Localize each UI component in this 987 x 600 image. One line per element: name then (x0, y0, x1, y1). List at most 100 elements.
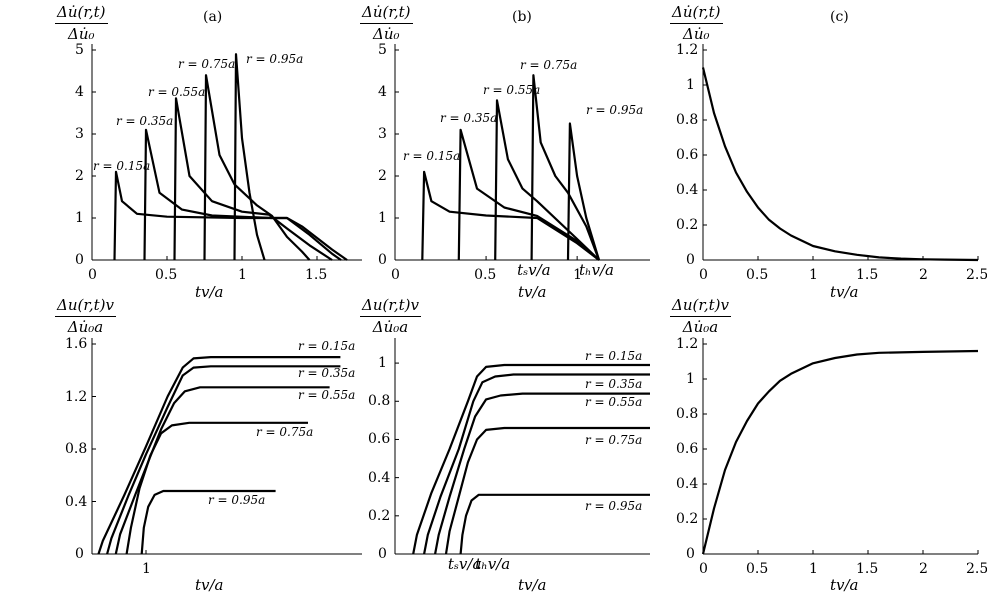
c_bottom-ytick-label: 0.4 (676, 476, 699, 492)
c_top-xtick-label: 1.5 (856, 267, 879, 283)
b_bottom-series-label: r = 0.35a (585, 377, 643, 391)
b_top-xlabel: tv/a (518, 283, 547, 301)
c_top-xtick-label: 2 (919, 267, 928, 283)
a_bottom-xlabel: tv/a (195, 576, 224, 594)
b_bottom-ytick-label: 0.8 (368, 393, 391, 410)
b_top-xtick-label: 1 (573, 267, 583, 283)
c_bottom-ylabel-num: Δu(r,t)v (670, 298, 731, 317)
b_bottom-ytick-label: 0 (378, 546, 387, 562)
a_top-series-label: r = 0.15a (93, 159, 151, 173)
c_bottom-ytick-label: 1.2 (676, 336, 699, 352)
a_bottom-series-0 (97, 356, 341, 555)
c_bottom-series-0 (701, 349, 979, 555)
a_top-ytick-label: 5 (75, 42, 84, 58)
b_bottom-series-label: r = 0.15a (585, 349, 643, 363)
a_top-xtick-label: 1 (238, 267, 247, 283)
b_top-series-label: r = 0.95a (586, 103, 644, 117)
b_bottom-ylabel-num: Δu(r,t)v (360, 298, 421, 317)
c_top-xtick-label: 0.5 (746, 267, 769, 283)
b_bottom-ytick-label: 0.4 (368, 469, 391, 486)
a_top-series-2 (173, 97, 333, 261)
b_top-ylabel: Δu̇(r,t) Δu̇₀ (360, 5, 413, 42)
b_bottom-series-0 (412, 363, 650, 555)
a_bottom-ytick-label: 0.4 (65, 493, 88, 510)
a_bottom-ytick-label: 1.2 (65, 388, 88, 405)
b_top-ytick-label: 5 (378, 42, 387, 58)
a_top-series-label: r = 0.55a (148, 85, 206, 99)
b_bottom-marker-label: tₛv/a (447, 555, 482, 573)
c_top-ytick-label: 0.4 (676, 182, 699, 198)
b_top-series-3 (530, 74, 601, 261)
c_bottom-ylabel-den: Δu̇₀a (682, 318, 719, 336)
b_top-series-0 (421, 170, 600, 261)
c_bottom-ytick-label: 0.6 (676, 441, 699, 457)
b_bottom-xlabel: tv/a (518, 576, 547, 594)
a_top-ylabel-num: Δu̇(r,t) (55, 5, 108, 24)
a_top-xtick-label: 0.5 (155, 267, 178, 283)
a_bottom-series-label: r = 0.15a (298, 339, 356, 353)
c_top-ytick-label: 0.8 (676, 112, 699, 128)
b_bottom-ytick-label: 0.2 (368, 507, 391, 524)
a_bottom-ylabel: Δu(r,t)v Δu̇₀a (55, 298, 116, 335)
c_bottom-ylabel: Δu(r,t)v Δu̇₀a (670, 298, 731, 335)
c_bottom-xtick-label: 1 (809, 561, 818, 577)
b_bottom-ytick-label: 0.6 (368, 431, 391, 448)
a_top-xtick-label: 0 (88, 267, 97, 283)
b_top-marker-label: tₕv/a (579, 261, 614, 279)
b_top-series-label: r = 0.75a (520, 58, 578, 72)
a_bottom-ytick-label: 1.6 (65, 336, 88, 352)
c_bottom-ytick-label: 0 (686, 546, 695, 562)
a_top-ylabel: Δu̇(r,t) Δu̇₀ (55, 5, 108, 42)
c_top-ytick-label: 0 (686, 252, 695, 268)
a_top-series-label: r = 0.35a (116, 114, 174, 128)
b_top-ytick-label: 2 (378, 168, 387, 184)
b_top-ytick-label: 3 (378, 126, 387, 142)
b_top-marker-label: tₛv/a (517, 261, 551, 279)
a_top-xlabel: tv/a (195, 283, 224, 301)
a_top-series-4 (233, 53, 266, 261)
a_top-panel-label: (a) (203, 9, 223, 25)
a_top-ylabel-den: Δu̇₀ (68, 25, 95, 43)
c_bottom-xlabel: tv/a (830, 576, 859, 594)
c_bottom-xtick-label: 2 (919, 561, 928, 577)
b_bottom-series-3 (444, 426, 650, 555)
b_top-series-2 (494, 99, 600, 261)
c_top-xlabel: tv/a (830, 283, 859, 301)
b_top-series-1 (457, 128, 600, 261)
b_bottom-series-label: r = 0.95a (585, 499, 643, 513)
b_bottom-series-label: r = 0.75a (585, 433, 643, 447)
b_bottom-ylabel: Δu(r,t)v Δu̇₀a (360, 298, 421, 335)
a_top-ytick-label: 2 (75, 168, 84, 184)
a_top-ytick-label: 4 (75, 84, 84, 100)
a_top-xtick-label: 1.5 (305, 267, 328, 283)
a_top-series-label: r = 0.75a (178, 57, 236, 71)
b_top-panel-label: (b) (512, 9, 532, 25)
b_top-xtick-label: 0 (391, 267, 400, 283)
c_top-ylabel-num: Δu̇(r,t) (670, 5, 723, 24)
b_top-ylabel-num: Δu̇(r,t) (360, 5, 413, 24)
a_top-series-3 (203, 74, 311, 261)
a_bottom-ytick-label: 0 (75, 546, 84, 562)
b_top-ytick-label: 0 (378, 252, 387, 268)
c_top-ytick-label: 0.2 (676, 217, 699, 233)
c_top-ylabel: Δu̇(r,t) Δu̇₀ (670, 5, 723, 42)
a_top-ytick-label: 3 (75, 126, 84, 142)
a_bottom-series-label: r = 0.35a (298, 366, 356, 380)
a_bottom-series-4 (140, 489, 276, 555)
b_top-series-label: r = 0.55a (483, 83, 541, 97)
a_bottom-ylabel-den: Δu̇₀a (67, 318, 104, 336)
c_bottom-xtick-label: 1.5 (856, 561, 879, 577)
a_bottom-series-2 (114, 386, 330, 555)
b_bottom-ylabel-den: Δu̇₀a (372, 318, 409, 336)
b_top-series-label: r = 0.15a (403, 149, 461, 163)
a_bottom-series-3 (125, 421, 308, 555)
c_bottom-ytick-label: 1 (686, 371, 695, 387)
b_bottom-series-label: r = 0.55a (585, 395, 643, 409)
a_bottom-series-label: r = 0.95a (208, 493, 266, 507)
b_top-ylabel-den: Δu̇₀ (373, 25, 400, 43)
c_bottom-xtick-label: 0.5 (746, 561, 769, 577)
b_bottom-series-1 (423, 373, 650, 555)
c_bottom-ytick-label: 0.8 (676, 406, 699, 422)
b_bottom-ytick-label: 1 (378, 355, 387, 372)
a_top-ytick-label: 0 (75, 252, 84, 268)
